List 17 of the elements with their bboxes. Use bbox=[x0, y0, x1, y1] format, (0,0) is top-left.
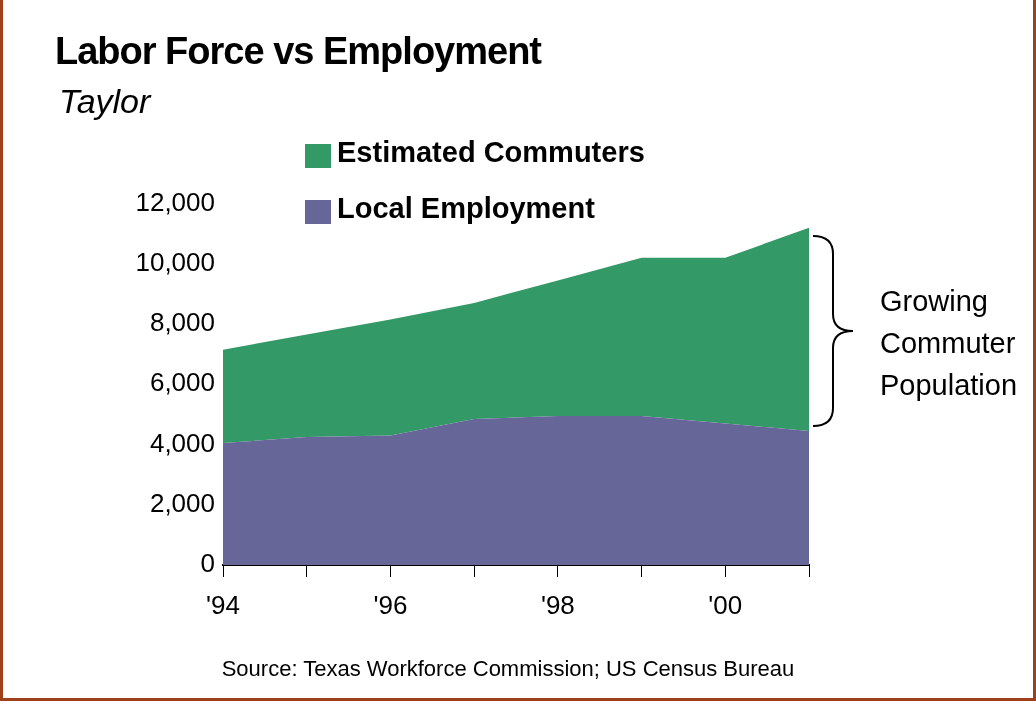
y-tick-label: 4,000 bbox=[149, 427, 215, 458]
y-tick-label: 6,000 bbox=[149, 367, 215, 398]
legend-label: Estimated Commuters bbox=[337, 136, 645, 169]
source-note: Source: Texas Workforce Commission; US Census Bureau bbox=[220, 656, 796, 682]
legend-label: Local Employment bbox=[337, 192, 595, 225]
y-tick-label: 10,000 bbox=[135, 247, 215, 278]
y-tick-label: 0 bbox=[200, 548, 215, 579]
x-tick-label: '96 bbox=[373, 589, 408, 620]
y-tick-label: 8,000 bbox=[149, 307, 215, 338]
chart-title: Labor Force vs Employment bbox=[55, 30, 542, 73]
x-tick-label: '00 bbox=[708, 589, 743, 620]
text: Growing Commuter Population bbox=[880, 284, 1019, 403]
chart-subtitle: Taylor bbox=[59, 82, 151, 121]
y-tick-label: 2,000 bbox=[149, 487, 215, 518]
x-tick-label: '94 bbox=[206, 589, 240, 620]
y-tick-label: 12,000 bbox=[135, 186, 215, 217]
x-tick-label: '98 bbox=[540, 589, 575, 620]
